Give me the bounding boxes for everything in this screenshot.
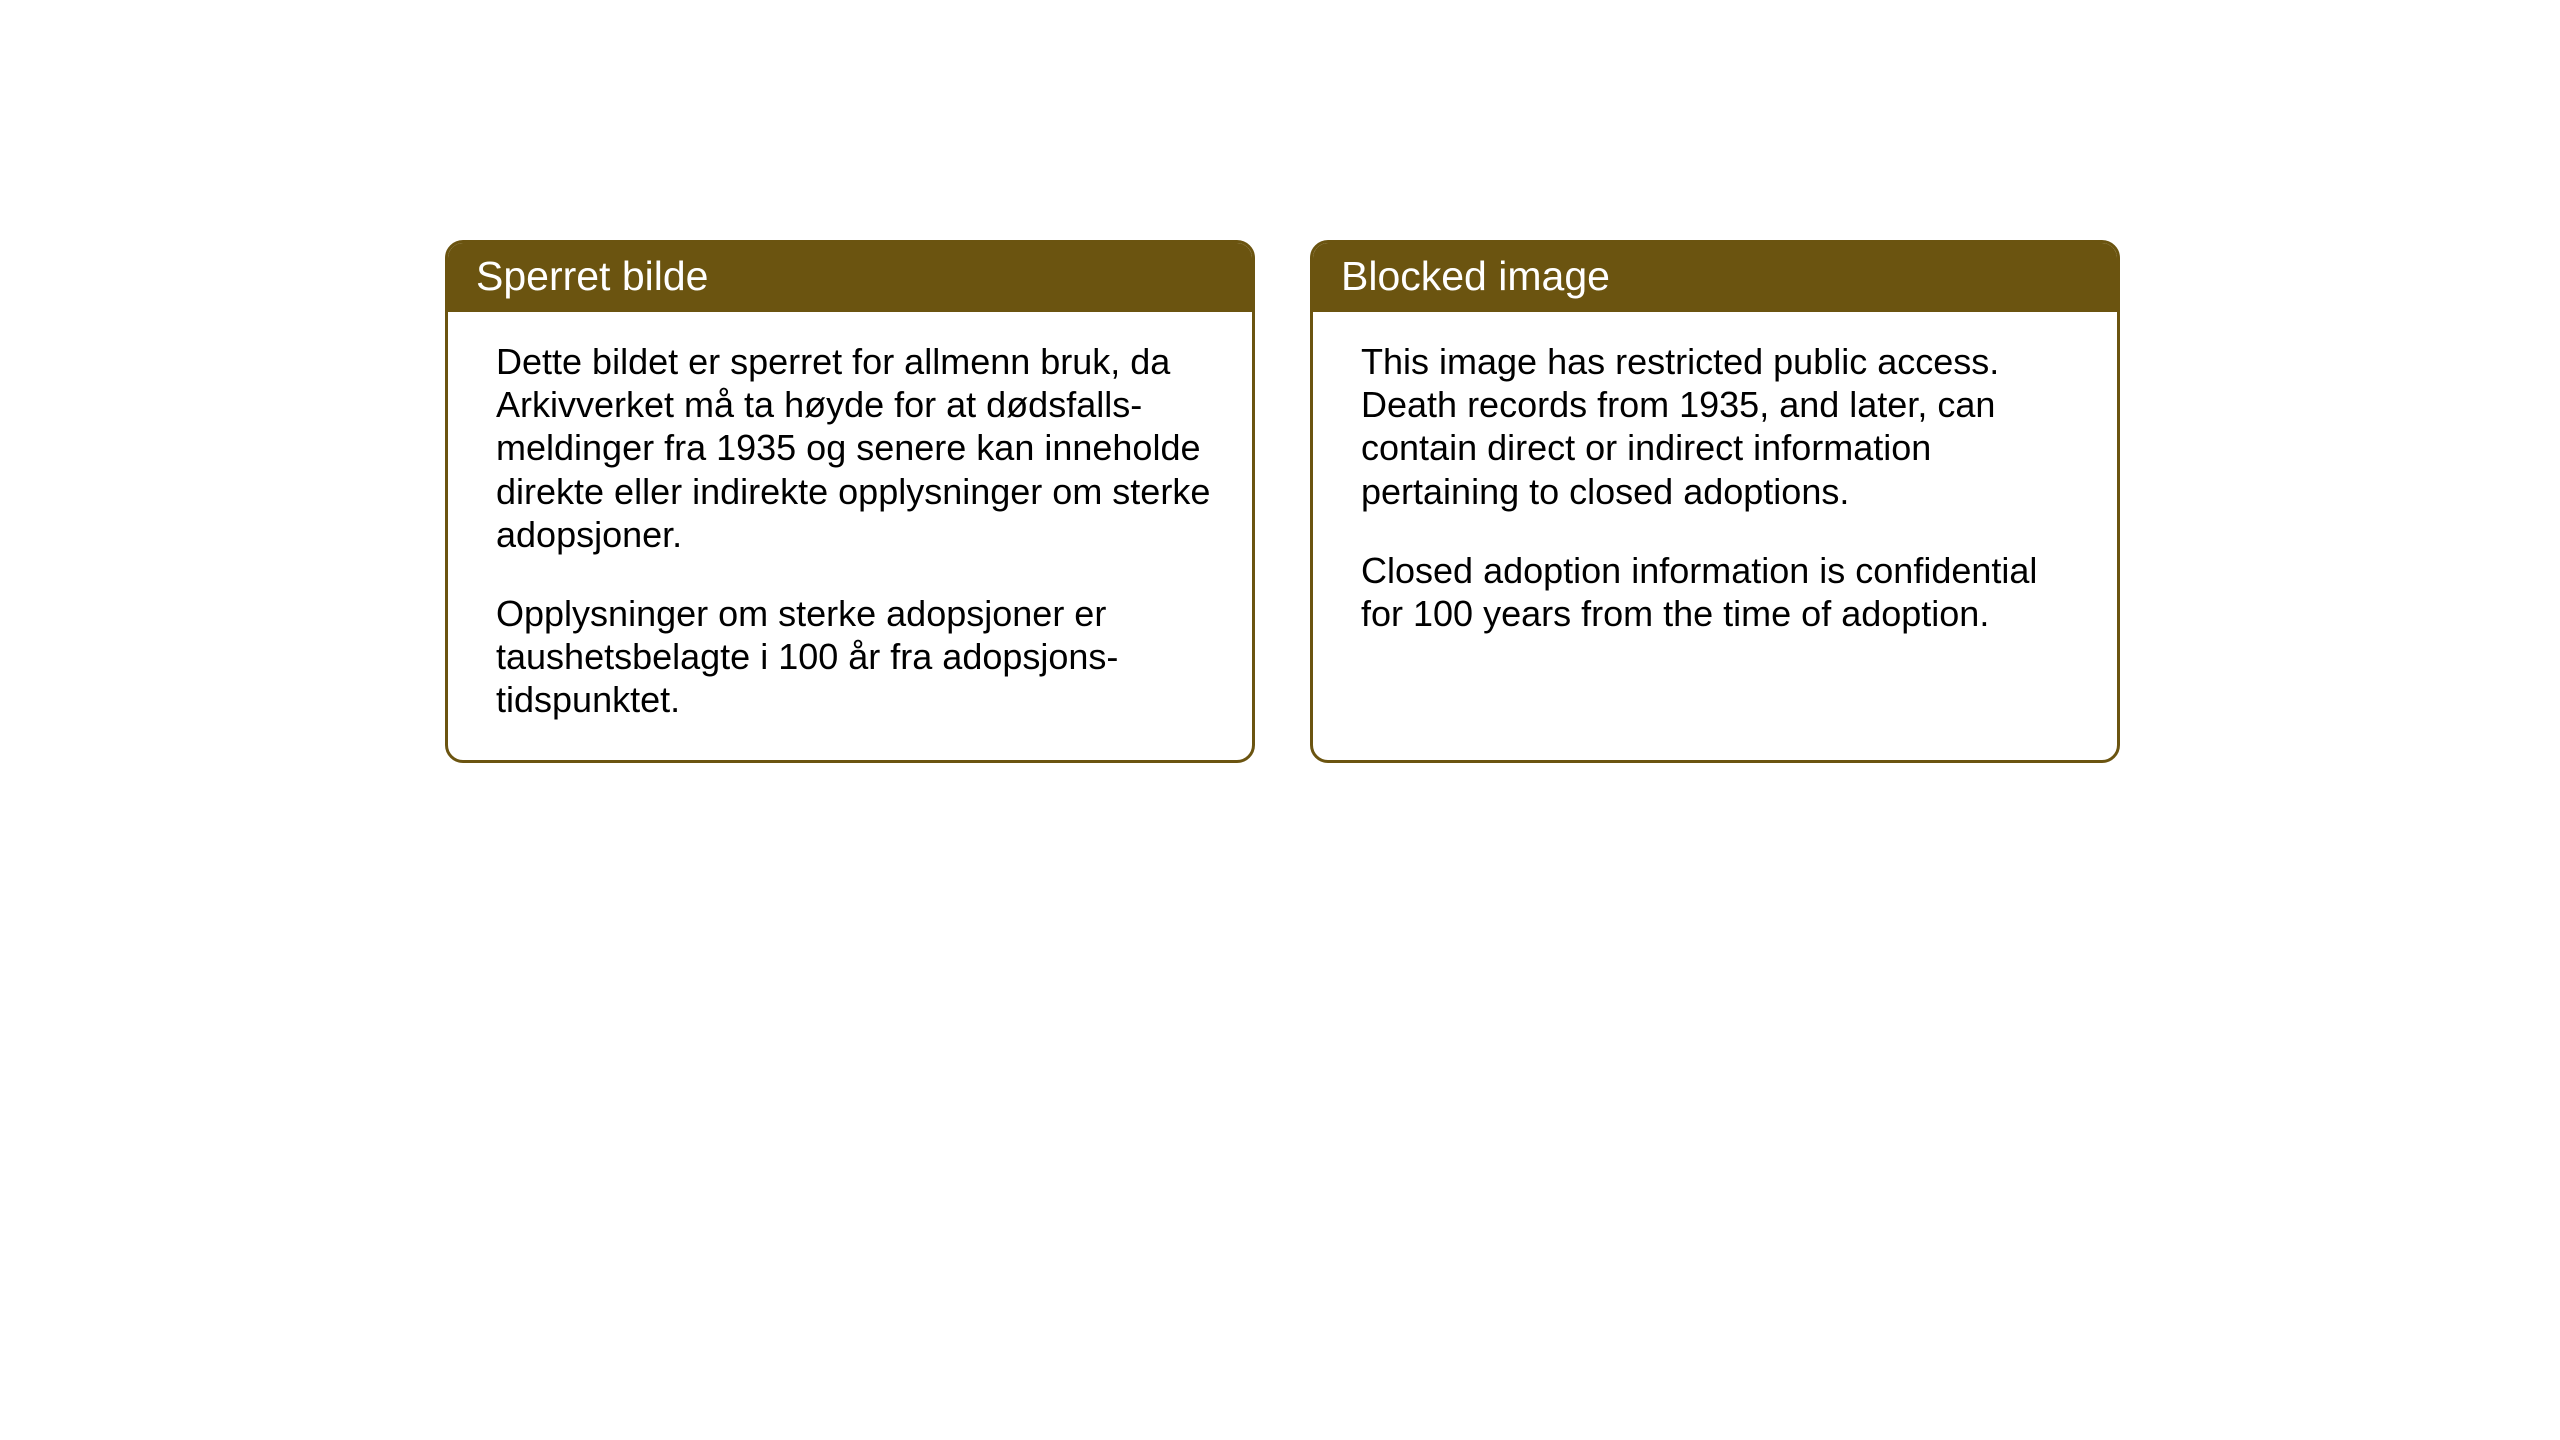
notice-title-norwegian: Sperret bilde [476,253,708,299]
notice-paragraph: Dette bildet er sperret for allmenn bruk… [496,340,1214,556]
notice-body-english: This image has restricted public access.… [1313,312,2117,673]
notice-box-norwegian: Sperret bilde Dette bildet er sperret fo… [445,240,1255,763]
notice-paragraph: This image has restricted public access.… [1361,340,2079,513]
notice-body-norwegian: Dette bildet er sperret for allmenn bruk… [448,312,1252,760]
notice-box-english: Blocked image This image has restricted … [1310,240,2120,763]
notice-paragraph: Opplysninger om sterke adopsjoner er tau… [496,592,1214,722]
notice-paragraph: Closed adoption information is confident… [1361,549,2079,635]
notice-container: Sperret bilde Dette bildet er sperret fo… [445,240,2120,763]
notice-header-english: Blocked image [1313,243,2117,312]
notice-header-norwegian: Sperret bilde [448,243,1252,312]
notice-title-english: Blocked image [1341,253,1610,299]
